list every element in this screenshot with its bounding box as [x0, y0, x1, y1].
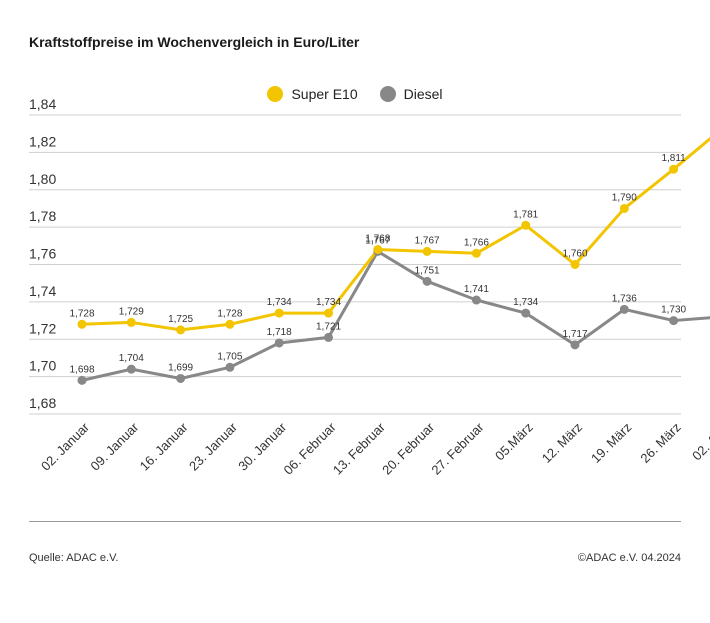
x-tick-label: 16. Januar — [137, 419, 192, 474]
data-point-super-e10 — [274, 308, 284, 318]
y-tick-label: 1,76 — [29, 246, 56, 262]
data-label-super-e10: 1,728 — [69, 308, 94, 319]
data-point-super-e10 — [521, 220, 531, 230]
data-label-super-e10: 1,811 — [661, 153, 686, 164]
data-point-diesel — [521, 308, 531, 318]
x-tick-label: 09. Januar — [87, 419, 142, 474]
data-point-super-e10 — [570, 260, 580, 269]
data-point-diesel — [570, 340, 580, 350]
data-label-diesel: 1,741 — [464, 284, 489, 295]
data-point-super-e10 — [126, 317, 136, 327]
copyright-note: ©ADAC e.V. 04.2024 — [577, 552, 681, 564]
data-label-super-e10: 1,781 — [513, 209, 538, 220]
data-label-super-e10: 1,729 — [119, 306, 144, 317]
data-point-super-e10 — [422, 246, 432, 256]
y-tick-label: 1,70 — [29, 358, 56, 374]
data-point-diesel — [619, 304, 629, 314]
data-point-diesel — [669, 316, 679, 326]
data-point-diesel — [176, 373, 186, 383]
data-point-super-e10 — [176, 325, 186, 335]
data-point-super-e10 — [77, 319, 87, 329]
legend-label-diesel: Diesel — [403, 86, 443, 102]
legend-marker-super-e10 — [267, 86, 284, 102]
legend: Super E10 Diesel — [0, 86, 710, 102]
data-point-diesel — [324, 332, 333, 342]
data-point-diesel — [77, 375, 87, 385]
data-point-super-e10 — [619, 203, 629, 213]
legend-item-diesel: Diesel — [379, 86, 443, 102]
legend-label-super-e10: Super E10 — [291, 86, 358, 102]
footer-divider — [29, 521, 681, 522]
data-label-diesel: 1,699 — [168, 362, 193, 373]
x-tick-label: 19. März — [588, 420, 634, 466]
data-label-super-e10: 1,734 — [316, 297, 341, 308]
data-label-diesel: 1,734 — [513, 297, 538, 308]
x-tick-label: 12. März — [539, 420, 585, 466]
source-note: Quelle: ADAC e.V. — [29, 552, 119, 564]
y-tick-label: 1,72 — [29, 320, 56, 336]
data-point-diesel — [422, 276, 432, 286]
data-point-diesel — [225, 362, 235, 372]
data-point-super-e10 — [669, 164, 679, 174]
data-label-super-e10: 1,767 — [415, 235, 440, 246]
data-label-diesel: 1,705 — [217, 351, 242, 362]
y-tick-label: 1,74 — [29, 283, 56, 299]
data-point-super-e10 — [471, 248, 481, 258]
data-label-diesel: 1,767 — [365, 235, 390, 246]
y-tick-label: 1,78 — [29, 208, 56, 224]
data-label-super-e10: 1,790 — [612, 192, 637, 203]
x-tick-label: 02. April — [689, 419, 710, 463]
data-point-diesel — [471, 295, 481, 305]
data-point-diesel — [126, 364, 136, 374]
x-tick-label: 27. Februar — [428, 419, 487, 478]
data-label-diesel: 1,704 — [119, 353, 144, 364]
data-point-super-e10 — [225, 319, 235, 329]
data-label-super-e10: 1,725 — [168, 314, 193, 325]
x-tick-label: 26. März — [637, 420, 683, 466]
chart-title: Kraftstoffpreise im Wochenvergleich in E… — [29, 34, 360, 50]
y-tick-label: 1,68 — [29, 395, 56, 411]
data-label-diesel: 1,721 — [316, 321, 341, 332]
data-label-super-e10: 1,760 — [562, 249, 587, 260]
series-line-super-e10 — [81, 136, 710, 332]
data-label-diesel: 1,751 — [415, 265, 440, 276]
data-label-diesel: 1,717 — [562, 329, 587, 340]
data-point-super-e10 — [324, 308, 333, 318]
data-point-super-e10 — [373, 245, 383, 255]
x-tick-label: 02. Januar — [38, 419, 93, 474]
data-label-diesel: 1,698 — [69, 364, 94, 375]
x-tick-label: 05.März — [492, 420, 536, 464]
legend-item-super-e10: Super E10 — [267, 86, 358, 102]
y-tick-label: 1,80 — [29, 171, 56, 187]
data-label-super-e10: 1,766 — [464, 237, 489, 248]
data-point-diesel — [274, 338, 284, 348]
data-label-super-e10: 1,768 — [365, 234, 390, 245]
data-label-diesel: 1,730 — [661, 305, 686, 316]
data-label-diesel: 1,736 — [612, 293, 637, 304]
series-line-diesel — [81, 249, 710, 382]
y-tick-label: 1,84 — [29, 96, 56, 112]
data-label-super-e10: 1,734 — [267, 297, 292, 308]
data-label-super-e10: 1,728 — [217, 308, 242, 319]
y-tick-label: 1,82 — [29, 133, 56, 149]
legend-marker-diesel — [379, 86, 396, 102]
x-tick-label: 23. Januar — [186, 419, 241, 474]
data-label-diesel: 1,718 — [267, 327, 292, 338]
